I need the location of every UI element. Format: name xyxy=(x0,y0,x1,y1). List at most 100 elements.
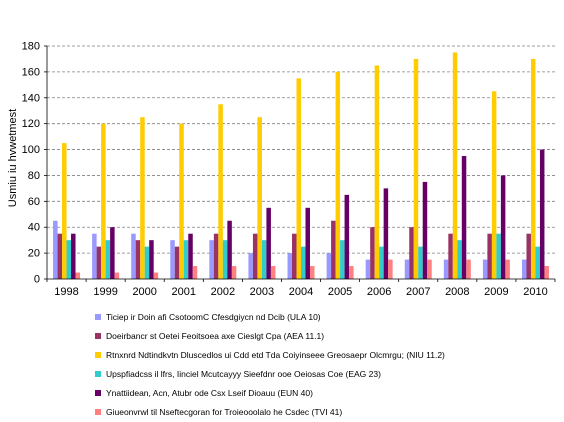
legend-swatch xyxy=(95,333,101,339)
bar xyxy=(270,266,276,279)
bar xyxy=(340,240,345,279)
legend-swatch xyxy=(95,352,101,358)
bar xyxy=(192,266,198,279)
legend-label: Ynattiidean, Acn, Atubr ode Csx Lseif Di… xyxy=(106,388,313,398)
bar xyxy=(379,246,384,279)
x-tick-label: 2007 xyxy=(406,286,430,298)
x-tick-label: 2002 xyxy=(211,286,235,298)
legend: Ticiep ir Doin afi CsotoomC Cfesdgiycn n… xyxy=(95,308,555,422)
bar xyxy=(53,220,58,279)
bar xyxy=(365,259,371,279)
y-axis-title: Usmiu iu hvwetmest xyxy=(7,109,19,207)
legend-swatch xyxy=(95,371,101,377)
y-tick-label: 80 xyxy=(28,170,40,182)
y-tick-label: 180 xyxy=(22,41,40,53)
bar xyxy=(413,58,419,279)
bar xyxy=(149,240,154,279)
bar xyxy=(344,194,350,279)
bar xyxy=(266,207,271,279)
bar xyxy=(257,117,262,279)
x-tick-label: 2010 xyxy=(523,286,547,298)
x-tick-label: 2006 xyxy=(367,286,391,298)
y-tick-label: 100 xyxy=(22,144,40,156)
bar xyxy=(114,272,120,279)
bar xyxy=(305,207,310,279)
bar xyxy=(349,266,354,279)
bar xyxy=(461,156,467,279)
legend-label: Rtnxnrd Ndtindkvtn Dluscedlos ui Cdd etd… xyxy=(106,350,445,360)
legend-label: Giueonvrwl til Nseftecgoran for Troieooo… xyxy=(106,407,343,417)
bar xyxy=(110,227,115,279)
y-tick-label: 40 xyxy=(28,222,40,234)
x-tick-label: 1998 xyxy=(54,286,78,298)
bar xyxy=(57,233,63,279)
bar xyxy=(526,233,531,279)
bar xyxy=(292,233,297,279)
bar xyxy=(252,233,258,279)
bar xyxy=(261,240,267,279)
y-tick-label: 120 xyxy=(22,118,40,130)
bar xyxy=(487,233,492,279)
bar xyxy=(521,259,527,279)
bar xyxy=(482,259,488,279)
legend-label: Ticiep ir Doin afi CsotoomC Cfesdgiycn n… xyxy=(106,312,321,322)
y-tick-label: 20 xyxy=(28,248,40,260)
bar xyxy=(153,272,159,279)
legend-item: Giueonvrwl til Nseftecgoran for Troieooo… xyxy=(95,403,555,422)
x-tick-label: 2005 xyxy=(328,286,352,298)
bar xyxy=(248,253,253,279)
bar xyxy=(296,78,301,279)
bar xyxy=(500,175,506,279)
x-tick-label: 2004 xyxy=(289,286,313,298)
x-tick-label: 1999 xyxy=(93,286,117,298)
bar xyxy=(231,266,237,279)
bar xyxy=(309,266,315,279)
bar xyxy=(131,233,136,279)
bar xyxy=(144,246,150,279)
bar xyxy=(101,123,106,280)
bar xyxy=(66,240,72,279)
legend-label: Upspfiadcss il lfrs, Iinciel Mcutcayyy S… xyxy=(106,369,381,379)
bar xyxy=(388,259,393,279)
y-tick-label: 60 xyxy=(28,196,40,208)
bar xyxy=(75,272,81,279)
bar xyxy=(544,266,549,279)
legend-item: Upspfiadcss il lfrs, Iinciel Mcutcayyy S… xyxy=(95,365,555,384)
axes: 0 20 40 60 80 100 120 140 160 180 1998 1999 2000 2001… xyxy=(22,41,556,298)
bar xyxy=(491,91,497,279)
bar xyxy=(505,259,510,279)
x-tick-label: 2008 xyxy=(445,286,469,298)
bar xyxy=(457,240,462,279)
bar xyxy=(301,246,306,279)
x-tick-label: 2000 xyxy=(132,286,156,298)
bar xyxy=(370,227,375,279)
bar xyxy=(179,123,184,280)
bar xyxy=(383,188,389,279)
bar xyxy=(530,58,536,279)
x-tick-label: 2003 xyxy=(250,286,274,298)
bar xyxy=(170,240,175,279)
bar xyxy=(140,117,145,279)
y-tick-label: 160 xyxy=(22,66,40,78)
bar xyxy=(218,104,223,279)
bar xyxy=(496,233,501,279)
bar xyxy=(213,233,219,279)
bar xyxy=(535,246,540,279)
bar xyxy=(466,259,471,279)
bar xyxy=(374,65,380,280)
bar xyxy=(92,233,97,279)
legend-item: Ynattiidean, Acn, Atubr ode Csx Lseif Di… xyxy=(95,384,555,403)
bar xyxy=(209,240,214,279)
bar xyxy=(174,246,180,279)
y-tick-label: 0 xyxy=(34,274,40,286)
bar xyxy=(539,149,545,279)
bar xyxy=(222,240,228,279)
bar xyxy=(105,240,111,279)
bar xyxy=(418,246,423,279)
bar xyxy=(335,71,341,279)
bar xyxy=(326,253,332,279)
legend-swatch xyxy=(95,409,101,415)
bar xyxy=(443,259,449,279)
